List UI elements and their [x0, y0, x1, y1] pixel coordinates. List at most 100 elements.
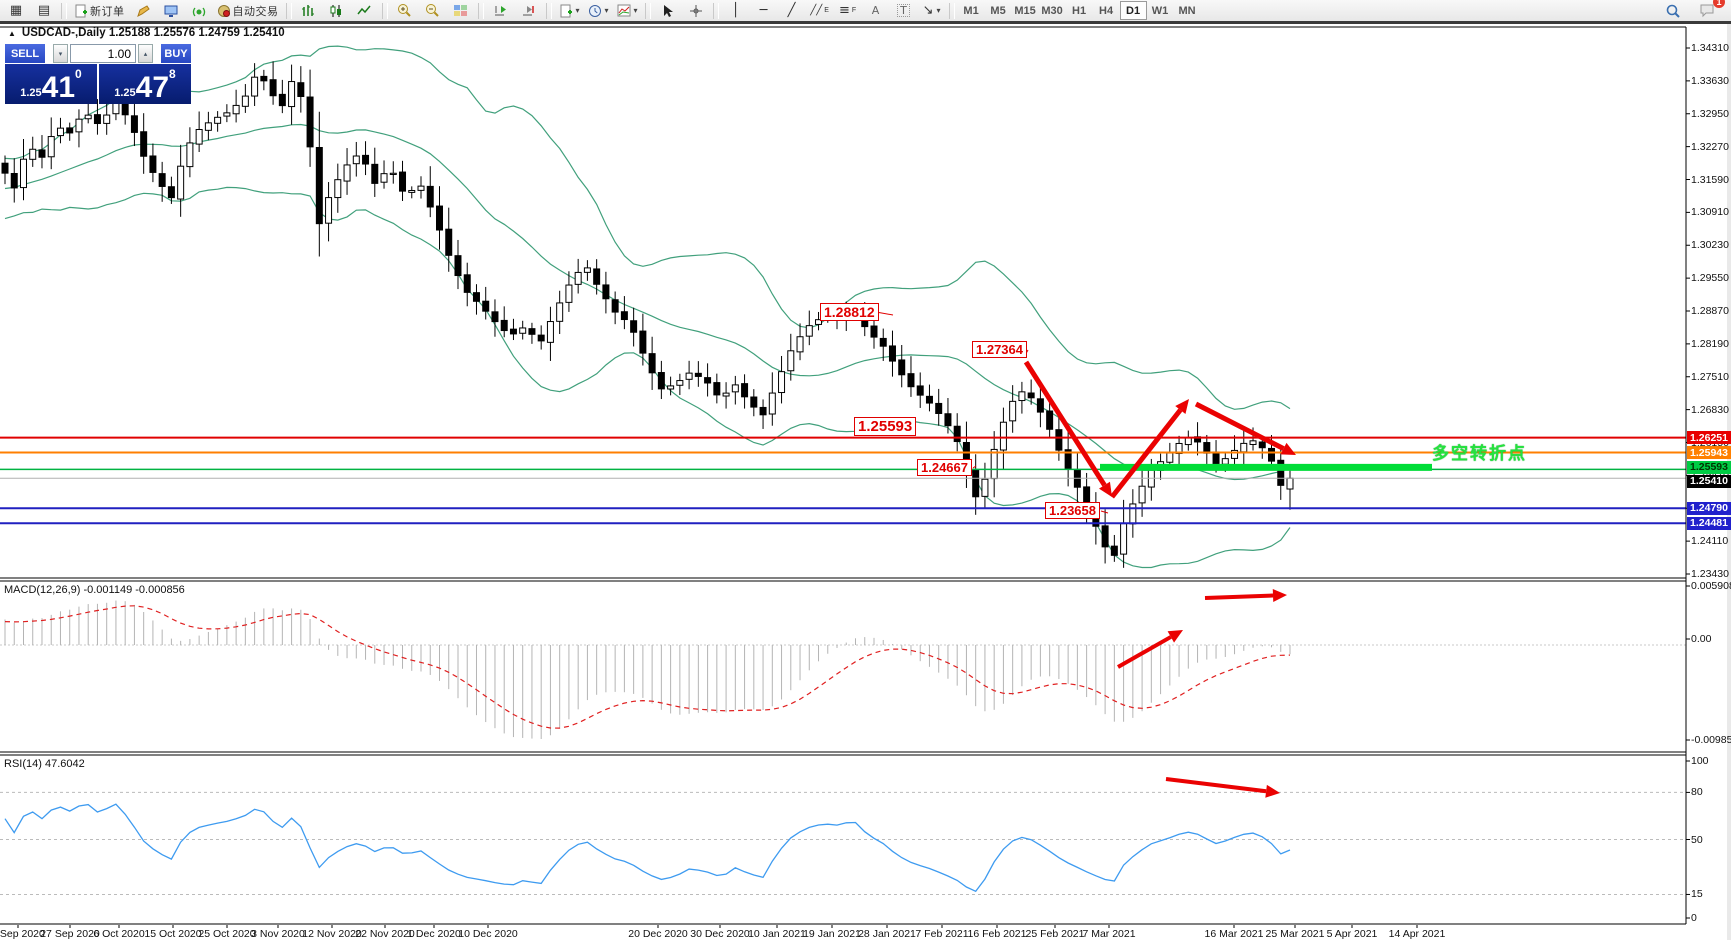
chart-annotation-note[interactable]: 多空转折点	[1432, 444, 1527, 463]
timeframe-w1[interactable]: W1	[1151, 4, 1169, 17]
price-callout-1.28812[interactable]: 1.28812	[820, 303, 879, 321]
fibonacci-tool[interactable]: ≡ F	[834, 0, 862, 21]
periods-button[interactable]: ▾	[584, 0, 613, 21]
price-callout-1.25593[interactable]: 1.25593	[854, 417, 917, 436]
chart-canvas[interactable]	[0, 23, 1731, 940]
text-tool[interactable]: A	[862, 0, 890, 21]
profiles-button[interactable]: ▤	[30, 0, 58, 21]
new-order-button[interactable]: 新订单	[70, 0, 129, 21]
horizontal-line-icon: ─	[759, 3, 768, 18]
volume-decrease-button[interactable]: ▾	[53, 44, 68, 63]
chart-line-button[interactable]	[351, 0, 379, 21]
label-tool[interactable]: T	[890, 0, 918, 21]
timeframe-h4[interactable]: H4	[1099, 4, 1114, 17]
new-chart-icon	[560, 4, 572, 17]
chart-shift-button[interactable]	[515, 0, 543, 21]
templates-button[interactable]: ▾	[613, 0, 642, 21]
zoom-in-button[interactable]	[391, 0, 419, 21]
date-label: 7 Sep 2020	[0, 928, 45, 940]
computer-icon	[164, 5, 177, 17]
channel-icon: ╱╱	[810, 4, 823, 16]
crosshair-tool-button[interactable]	[682, 0, 710, 21]
trendline-icon: ╱	[787, 3, 796, 18]
date-label: 7 Feb 2021	[915, 928, 969, 940]
volume-input[interactable]	[70, 44, 136, 63]
zoom-out-button[interactable]	[419, 0, 447, 21]
date-label: 5 Apr 2021	[1326, 928, 1378, 940]
date-label: 19 Jan 2021	[803, 928, 861, 940]
price-tick-label: 1.26830	[1691, 403, 1729, 416]
timeframe-m5[interactable]: M5	[990, 4, 1006, 17]
experts-button[interactable]	[157, 0, 185, 21]
new-order-label: 新订单	[90, 5, 125, 18]
notifications-button[interactable]: 1	[1693, 0, 1725, 21]
rsi-indicator-label: RSI(14) 47.6042	[4, 758, 85, 770]
sell-price-panel[interactable]: 1.25 41 0	[5, 64, 97, 104]
styler-button[interactable]	[129, 0, 157, 21]
new-order-icon	[75, 4, 87, 17]
signals-button[interactable]	[185, 0, 213, 21]
zoom-out-icon	[426, 4, 439, 17]
date-label: 14 Apr 2021	[1388, 928, 1446, 940]
candle-chart-icon	[330, 4, 341, 17]
trendline-tool[interactable]: ╱	[778, 0, 806, 21]
price-tick-label: 1.31590	[1691, 173, 1729, 186]
caret-down-icon: ▾	[633, 6, 638, 15]
date-label: 7 Mar 2021	[1082, 928, 1136, 940]
price-callout-1.23658[interactable]: 1.23658	[1045, 502, 1100, 519]
date-label: 22 Nov 2020	[355, 928, 415, 940]
horizontal-line-tool[interactable]: ─	[750, 0, 778, 21]
timeframe-m30[interactable]: M30	[1041, 4, 1063, 17]
auto-scroll-button[interactable]	[487, 0, 515, 21]
sell-price-pip: 0	[75, 67, 82, 81]
chart-candles-button[interactable]	[323, 0, 351, 21]
price-callout-1.24667[interactable]: 1.24667	[917, 459, 972, 476]
chat-bubble-icon	[1700, 4, 1714, 18]
arrows-tool[interactable]: ↘ ▾	[918, 0, 946, 21]
notification-badge: 1	[1713, 0, 1725, 8]
bar-chart-icon	[302, 4, 314, 16]
timeframe-d1[interactable]: D1	[1119, 1, 1147, 20]
main-toolbar: ▦ ▤ 新订单 自动交易	[0, 0, 1731, 21]
new-window-button[interactable]: ▦	[2, 0, 30, 21]
channel-tool[interactable]: ╱╱ E	[806, 0, 834, 21]
timeframe-h1[interactable]: H1	[1072, 4, 1087, 17]
auto-trading-button[interactable]: 自动交易	[213, 0, 283, 21]
timeframe-mn[interactable]: MN	[1178, 4, 1196, 17]
chart-bars-button[interactable]	[295, 0, 323, 21]
price-tick-label: 1.24110	[1691, 535, 1729, 548]
date-label: 20 Dec 2020	[628, 928, 688, 940]
price-tick-label: 1.32950	[1691, 107, 1729, 120]
crosshair-icon	[689, 4, 702, 17]
rsi-tick-label: 0	[1691, 912, 1697, 924]
buy-price-panel[interactable]: 1.25 47 8	[99, 64, 191, 104]
date-label: 10 Dec 2020	[458, 928, 518, 940]
new-chart-button[interactable]: ▾	[555, 0, 584, 21]
price-tag-1.25593: 1.25593	[1687, 460, 1731, 474]
vertical-line-icon: │	[731, 3, 740, 18]
timeframe-m1[interactable]: M1	[963, 4, 979, 17]
arrows-tool-icon: ↘	[922, 3, 934, 18]
buy-button[interactable]: BUY	[161, 44, 191, 63]
volume-increase-button[interactable]: ▴	[138, 44, 153, 63]
sell-button[interactable]: SELL	[5, 44, 45, 63]
template-chart-icon	[617, 4, 631, 16]
tile-windows-button[interactable]	[447, 0, 475, 21]
timeframe-m15[interactable]: M15	[1014, 4, 1036, 17]
date-label: 10 Jan 2021	[748, 928, 806, 940]
price-tag-1.24790: 1.24790	[1687, 501, 1731, 515]
date-label: 25 Mar 2021	[1265, 928, 1325, 940]
cursor-tool-button[interactable]	[654, 0, 682, 21]
price-callout-1.27364[interactable]: 1.27364	[972, 341, 1027, 358]
signal-icon	[192, 7, 205, 16]
date-label: 3 Nov 2020	[251, 928, 305, 940]
toolbar-separator	[644, 2, 651, 19]
date-label: 15 Oct 2020	[144, 928, 202, 940]
search-button[interactable]	[1659, 0, 1687, 21]
price-tick-label: 1.33630	[1691, 74, 1729, 87]
chart-shift-icon	[523, 5, 534, 15]
chart-window[interactable]: ▲ USDCAD-,Daily 1.25188 1.25576 1.24759 …	[0, 23, 1731, 940]
vertical-line-tool[interactable]: │	[722, 0, 750, 21]
price-tick-label: 1.34310	[1691, 42, 1729, 54]
